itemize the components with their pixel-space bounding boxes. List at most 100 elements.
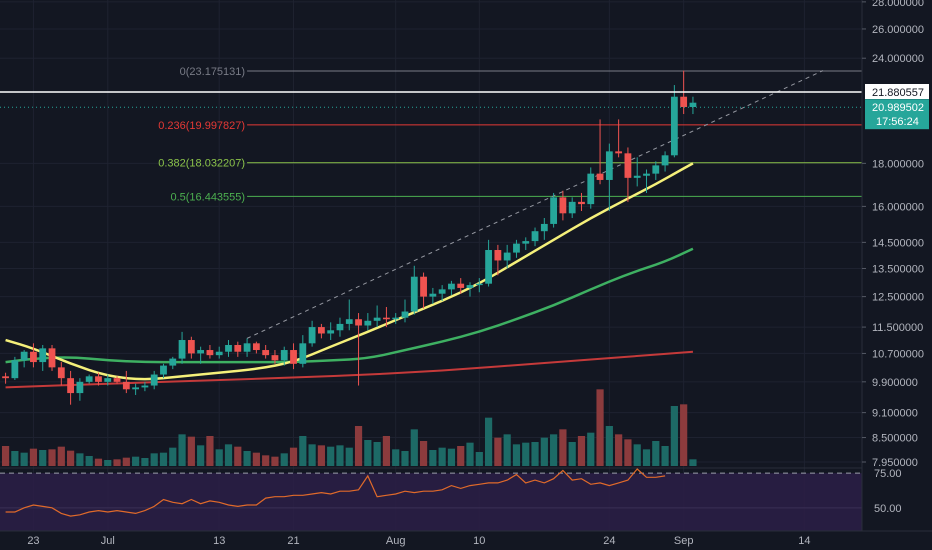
volume-bar [494, 437, 502, 466]
candle-body [2, 376, 9, 379]
trendline-line[interactable] [246, 70, 824, 339]
volume-bar [410, 429, 418, 466]
volume-bar [550, 434, 558, 466]
time-tick-label[interactable]: Sep [674, 535, 694, 547]
volume-bar [680, 404, 688, 466]
fib-level[interactable]: 0.5(16.443555) [170, 191, 862, 203]
candle-body [540, 223, 548, 232]
volume-bar [206, 436, 214, 466]
time-tick-label[interactable]: 10 [473, 535, 485, 547]
volume-bar [503, 434, 511, 466]
volume-bar [661, 446, 669, 466]
candle-body [633, 175, 641, 178]
candle [308, 320, 316, 347]
time-tick-label[interactable]: 13 [213, 535, 225, 547]
volume-bar [466, 442, 474, 466]
candle-body [355, 319, 362, 326]
candle [689, 96, 697, 115]
candle-body [262, 350, 270, 356]
candle [345, 299, 353, 331]
candle-body [327, 330, 335, 334]
time-axis[interactable]: 23 Jul 13 21 Aug 10 24 Sep 14 [0, 530, 932, 550]
candle [187, 336, 195, 359]
volume-bar [670, 406, 678, 466]
time-tick-label[interactable]: 23 [27, 535, 39, 547]
candle [550, 192, 558, 228]
candle-body [150, 374, 158, 386]
candle-body [661, 155, 669, 166]
candle-body [680, 96, 688, 108]
volume-bar [364, 440, 372, 466]
candle [522, 237, 530, 251]
volume-bar [132, 456, 140, 466]
candle-body [670, 96, 678, 156]
price-tick-label: 11.500000 [872, 322, 923, 334]
volume-bar [48, 449, 56, 466]
price-tick-label: 12.500000 [872, 292, 924, 304]
grid [0, 0, 862, 530]
candle-body [95, 376, 102, 382]
price-tick-label: 24.000000 [872, 53, 924, 65]
volume-bar [522, 442, 530, 466]
candle [587, 167, 595, 209]
volume-bar [308, 444, 316, 466]
time-tick-label[interactable]: Jul [101, 535, 115, 547]
trendline[interactable] [246, 70, 824, 339]
price-lines[interactable] [0, 91, 862, 108]
time-tick-label[interactable]: Aug [386, 535, 406, 547]
time-tick-label[interactable]: 24 [603, 535, 615, 547]
volume-bar [122, 457, 130, 466]
volume-bar [94, 458, 103, 466]
volume-bar [20, 452, 28, 466]
time-tick-label[interactable]: 14 [798, 535, 810, 547]
time-tick-label[interactable]: 21 [287, 535, 299, 547]
candle-body [689, 102, 697, 108]
fib-level[interactable]: 0(23.175131) [180, 66, 862, 78]
fib-level[interactable]: 0.236(19.997827) [158, 120, 862, 132]
price-tick-label: 10.700000 [872, 348, 924, 360]
candle [215, 346, 223, 359]
price-tick-label: 18.000000 [872, 158, 924, 170]
volume-bar [605, 426, 613, 466]
candle-body [122, 381, 130, 390]
price-tick-label: 26.000000 [872, 24, 924, 36]
candle-body [104, 378, 112, 382]
moving-averages [5, 162, 694, 389]
volume-bar [457, 446, 465, 466]
candle [234, 341, 242, 357]
volume-bar [652, 441, 660, 466]
candle [494, 244, 502, 276]
candle-body [568, 201, 576, 214]
volume-bar [382, 436, 391, 466]
volume-bar [159, 452, 168, 466]
candle [20, 350, 28, 368]
candle [2, 372, 9, 384]
candle [670, 85, 678, 158]
price-axis[interactable]: 28.000000 26.000000 24.000000 18.000000 16.0… [861, 0, 932, 550]
candle-body [113, 378, 121, 382]
candle-body [624, 153, 632, 178]
volume-bar [39, 450, 47, 466]
candle [364, 313, 372, 331]
volume-bar [299, 436, 307, 466]
fib-retracement[interactable]: 0(23.175131) 0.236(19.997827) 0.382(18.032… [158, 66, 862, 203]
volume-bar [642, 449, 651, 466]
hline-label: 21.880557 [872, 87, 924, 99]
volume-bar [429, 450, 437, 466]
volume-bar [187, 436, 195, 466]
volume-bar [587, 432, 595, 466]
candle-body [48, 348, 56, 368]
candle-body [187, 340, 195, 354]
volume-bar [76, 453, 84, 466]
fib-level[interactable]: 0.382(18.032207) [158, 158, 862, 170]
candle [596, 119, 604, 185]
fib-label: 0(23.175131) [180, 66, 245, 78]
volume-bar [104, 460, 112, 466]
candle [410, 265, 418, 315]
candle-body [67, 378, 74, 394]
candle [317, 323, 325, 339]
volume-bar [113, 459, 121, 466]
candle [169, 356, 177, 370]
candle [503, 244, 511, 269]
